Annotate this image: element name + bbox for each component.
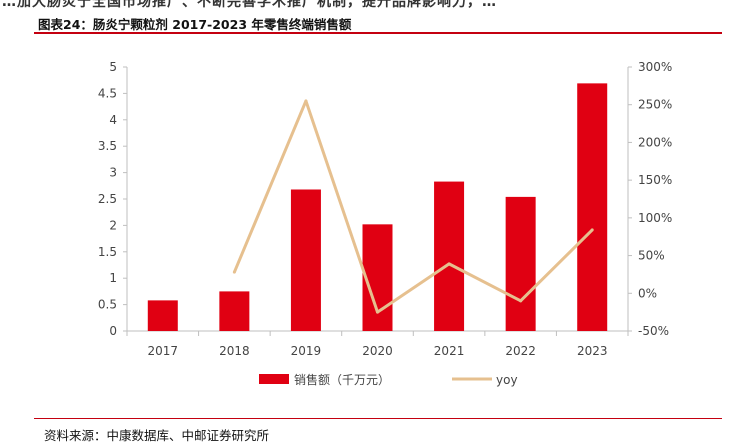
right-tick-label: 100% [638,211,672,225]
right-tick-label: 150% [638,173,672,187]
left-tick-label: 3 [109,166,117,180]
chart-legend: 销售额（千万元） yoy [259,372,518,387]
left-tick-label: 3.5 [98,139,117,153]
bar-line-chart: 0 0.5 1 1.5 2 2.5 3 3.5 4 4.5 5 -50% 0% 50% 100% 150% 20… [98,60,672,387]
left-tick-label: 2 [109,218,117,232]
x-tick-label: 2020 [362,344,393,358]
x-tick-label: 2022 [505,344,536,358]
bar-2017 [147,300,178,331]
left-tick-label: 1 [109,271,117,285]
yoy-point-2022 [519,299,523,303]
bar-2021 [434,181,465,331]
left-tick-label: 2.5 [98,192,117,206]
source-bar: 资料来源：中康数据库、中邮证券研究所 [34,418,722,446]
right-tick-label: 50% [638,249,665,263]
x-tick-label: 2017 [148,344,179,358]
left-tick-label: 5 [109,60,117,74]
x-tick-label: 2023 [577,344,608,358]
clipped-header-line: …加大肠炎宁全国市场推广、不断完善学术推广机制，提升品牌影响力，… [2,0,497,10]
right-tick-label: 250% [638,98,672,112]
right-tick-label: 0% [638,286,657,300]
source-note: 资料来源：中康数据库、中邮证券研究所 [44,428,270,443]
bar-2023 [577,83,608,331]
yoy-point-2021 [447,262,451,266]
right-tick-label: 200% [638,135,672,149]
x-tick-label: 2019 [291,344,322,358]
bar-2018 [219,291,250,331]
left-tick-label: 0 [109,324,117,338]
left-tick-label: 4.5 [98,86,117,100]
line-series [232,99,594,314]
yoy-point-2019 [304,99,308,103]
x-tick-label: 2018 [219,344,250,358]
left-tick-label: 0.5 [98,298,117,312]
yoy-point-2023 [590,228,594,232]
yoy-point-2020 [376,310,379,314]
yoy-line [232,99,594,314]
right-tick-label: -50% [638,324,669,338]
figure-title-bar: 图表24：肠炎宁颗粒剂 2017-2023 年零售终端销售额 [34,12,722,34]
legend-bar-swatch [259,374,289,384]
bar-2019 [290,189,321,331]
yoy-point-2018 [232,270,236,274]
clipped-header-text: …加大肠炎宁全国市场推广、不断完善学术推广机制，提升品牌影响力，… [0,0,729,10]
legend-line-label: yoy [496,373,518,387]
bar-2022 [505,196,536,331]
right-tick-label: 300% [638,60,672,74]
legend-bar-label: 销售额（千万元） [294,372,390,387]
left-tick-label: 4 [109,113,117,127]
bar-series [147,83,608,331]
left-tick-label: 1.5 [98,245,117,259]
figure-title: 图表24：肠炎宁颗粒剂 2017-2023 年零售终端销售额 [38,17,352,32]
chart-axes: 0 0.5 1 1.5 2 2.5 3 3.5 4 4.5 5 -50% 0% 50% 100% 150% 20… [98,60,672,358]
x-tick-label: 2021 [434,344,465,358]
